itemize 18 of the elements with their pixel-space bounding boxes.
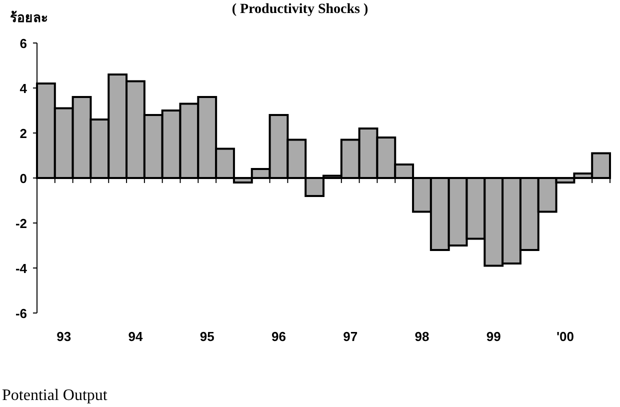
y-tick-label: -6: [15, 306, 27, 321]
x-tick-label: 95: [200, 329, 214, 344]
x-tick-label: 99: [486, 329, 501, 344]
text: Potential Output: [2, 387, 108, 404]
y-tick-label: 6: [20, 36, 27, 51]
chart-title: ( Productivity Shocks ): [232, 2, 368, 17]
y-tick-label: 4: [20, 81, 28, 96]
x-tick-label: 96: [272, 329, 286, 344]
y-tick-label: -2: [15, 216, 27, 231]
x-tick-label: 97: [343, 329, 358, 344]
y-tick-label: 0: [20, 171, 27, 186]
y-axis-title: ร้อยละ: [10, 10, 48, 25]
x-tick-label: '00: [556, 329, 574, 344]
x-tick-label: 93: [56, 329, 72, 344]
x-tick-label: 94: [128, 329, 144, 344]
y-tick-label: 2: [20, 126, 27, 141]
y-tick-label: -4: [15, 261, 28, 276]
x-tick-label: 98: [414, 329, 430, 344]
